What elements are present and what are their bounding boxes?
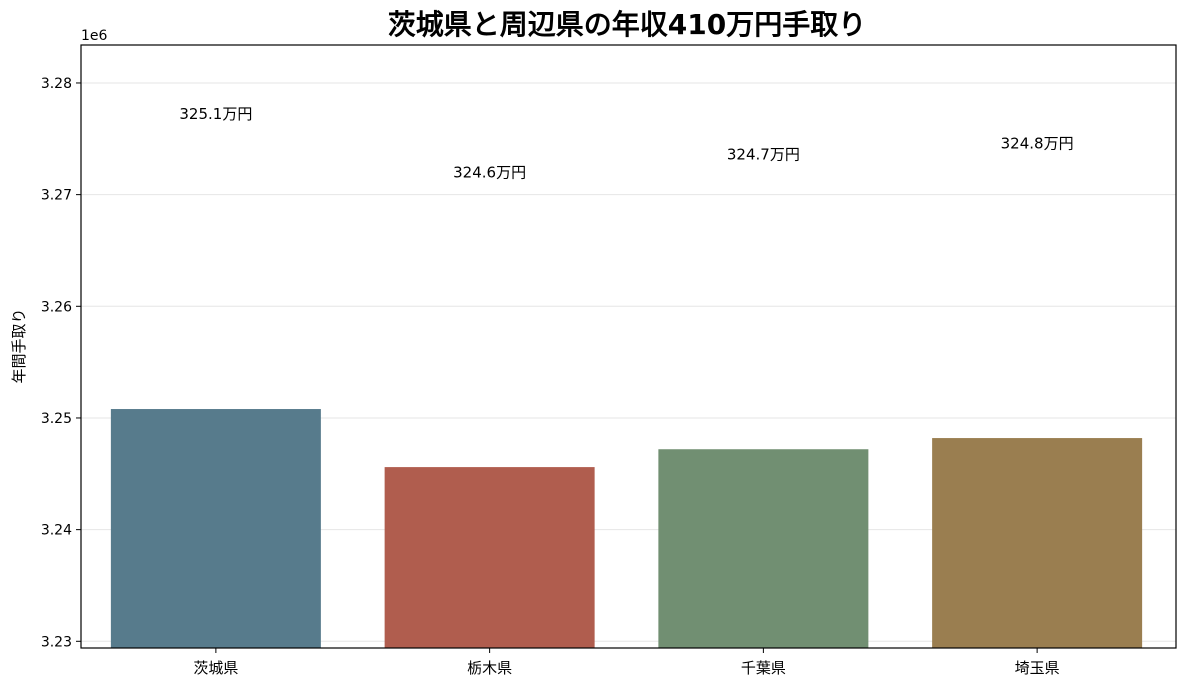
- y-axis: 3.23 3.24 3.25 3.26 3.27 3.28: [41, 76, 81, 650]
- bar: [658, 449, 869, 648]
- y-tick-label: 3.23: [41, 634, 72, 650]
- y-tick-label: 3.28: [41, 76, 72, 92]
- y-tick-label: 3.25: [41, 411, 72, 427]
- y-tick-label: 3.27: [41, 188, 72, 204]
- bar: [384, 467, 595, 648]
- data-labels-layer: 325.1万円 324.6万円 324.7万円 324.8万円: [179, 105, 1073, 181]
- x-tick-label: 栃木県: [467, 659, 512, 677]
- plot-frame: [80, 44, 1177, 649]
- x-tick-label: 千葉県: [741, 659, 786, 677]
- x-axis: 茨城県 栃木県 千葉県 埼玉県: [193, 648, 1060, 677]
- y-tick-label: 3.24: [41, 523, 72, 539]
- data-label: 324.8万円: [1001, 134, 1074, 152]
- bar: [932, 438, 1143, 648]
- y-axis-label: 年間手取り: [10, 308, 28, 383]
- x-tick-label: 埼玉県: [1015, 659, 1060, 677]
- data-label: 324.7万円: [727, 145, 800, 163]
- bars-layer: [110, 409, 1143, 648]
- chart-title: 茨城県と周辺県の年収410万円手取り: [388, 8, 866, 41]
- x-tick-label: 茨城県: [193, 659, 238, 677]
- y-tick-label: 3.26: [41, 299, 72, 315]
- data-label: 324.6万円: [453, 163, 526, 181]
- y-axis-offset-label: 1e6: [81, 28, 108, 44]
- data-label: 325.1万円: [179, 105, 252, 123]
- bar: [110, 409, 321, 648]
